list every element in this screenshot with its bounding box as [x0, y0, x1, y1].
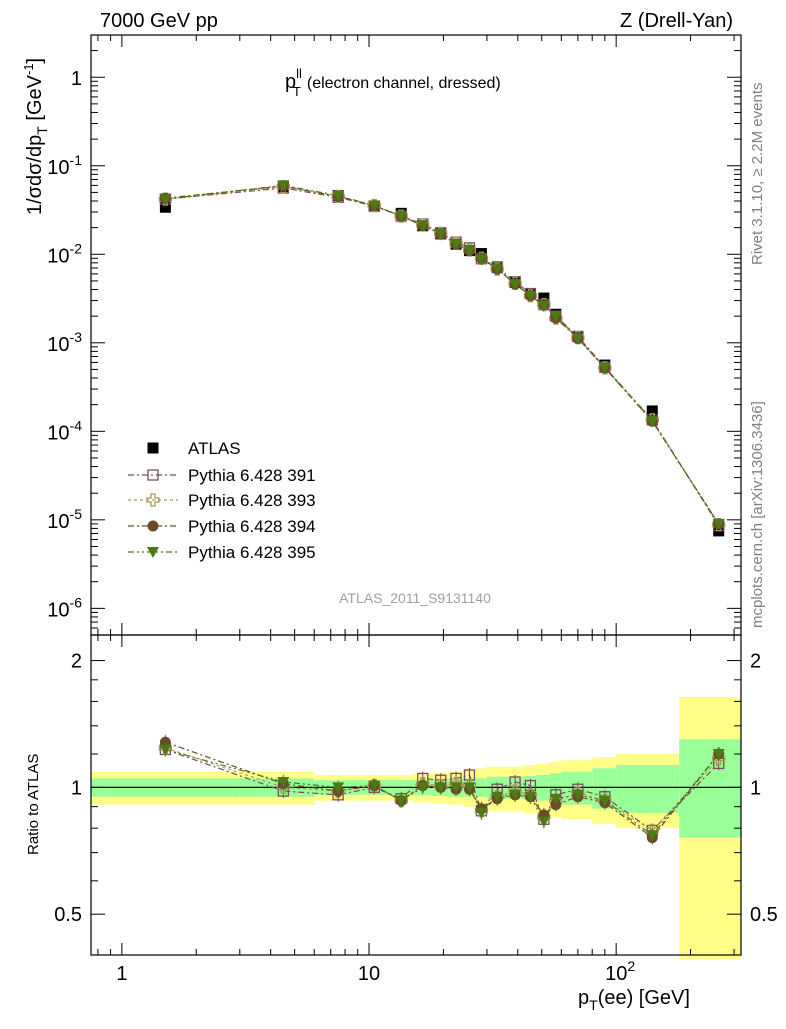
ratio-tick-label-right: 0.5: [750, 904, 778, 926]
ratio-point: [524, 791, 537, 803]
plot-title-rest: (electron channel, dressed): [307, 75, 501, 92]
legend-marker: [147, 469, 159, 481]
ratio-point: [571, 789, 584, 801]
ratio-point: [598, 795, 611, 807]
ratio-point: [646, 830, 659, 842]
ratio-point: [159, 744, 172, 756]
ratio-point: [332, 782, 345, 794]
atlas-point: [646, 405, 658, 417]
ratio-point: [277, 776, 290, 788]
plot-title-sub: T: [293, 84, 301, 99]
legend-label: Pythia 6.428 393: [188, 491, 316, 510]
mc-point: [598, 362, 611, 374]
legend-label: ATLAS: [188, 439, 241, 458]
y-tick-label: 1: [71, 68, 82, 90]
y-tick-label: 10-3: [47, 329, 82, 356]
mc-point: [712, 518, 725, 530]
ratio-point: [450, 782, 463, 794]
x-axis-label: pT(ee) [GeV]: [578, 987, 690, 1013]
y-tick-label: 10-5: [47, 506, 82, 533]
process-label: Z (Drell-Yan): [620, 10, 733, 32]
mc-point: [549, 311, 562, 323]
ratio-point: [491, 791, 504, 803]
ratio-point: [537, 816, 550, 828]
plot-title: pll T (electron channel, dressed): [285, 66, 501, 99]
top-y-axis-label: 1/σdσ/dpT [GeV-1]: [21, 58, 50, 215]
legend: ATLAS Pythia 6.428 391 Pythia 6.428 393 Pyt…: [128, 439, 316, 562]
ratio-tick-label: 2: [71, 651, 82, 673]
y-tick-label: 10-1: [47, 152, 82, 179]
y-tick-label: 10-4: [47, 417, 82, 444]
atlas-point: [159, 201, 171, 213]
mc-point: [491, 263, 504, 275]
y-tick-label: 10-6: [47, 594, 82, 621]
data-markers: [158, 180, 726, 845]
ratio-panel-frame: [90, 634, 742, 956]
x-tick-label: 10: [358, 963, 380, 985]
mc-point: [450, 239, 463, 251]
ratio-point: [434, 782, 447, 794]
mc-point: [332, 190, 345, 202]
ratio-point: [509, 789, 522, 801]
ratio-point: [368, 780, 381, 792]
mc-point: [571, 333, 584, 345]
legend-marker: [147, 442, 159, 454]
mc-point: [537, 301, 550, 313]
series-lines: [165, 184, 720, 839]
ratio-tick-label: 1: [71, 777, 82, 799]
legend-marker: [147, 547, 159, 558]
mc-point: [368, 200, 381, 212]
mc-point: [395, 211, 408, 223]
band-inner: [679, 739, 741, 838]
ratio-point: [549, 793, 562, 805]
mc-point: [509, 279, 522, 291]
ratio-tick-label: 0.5: [54, 904, 82, 926]
x-tick-label: 102: [605, 958, 635, 985]
x-tick-label: 1: [116, 963, 127, 985]
legend-marker: [146, 493, 160, 507]
legend-label: Pythia 6.428 394: [188, 517, 316, 536]
ratio-point: [475, 807, 488, 819]
mc-point: [434, 228, 447, 240]
mc-point: [416, 220, 429, 232]
ratio-tick-label-right: 1: [750, 777, 761, 799]
collision-label: 7000 GeV pp: [100, 10, 218, 32]
legend-marker: [147, 520, 159, 532]
mc-point: [646, 416, 659, 428]
legend-label: Pythia 6.428 395: [188, 543, 316, 562]
ratio-tick-label-right: 2: [750, 651, 761, 673]
ratio-point: [712, 749, 725, 761]
y-tick-label: 10-2: [47, 240, 82, 267]
mc-point: [475, 254, 488, 266]
axis-ticks: 1 10 102 1 10-1 10-2 10-3 10-4 10-5 10-6 2 2 1 1 0.5 0.…: [47, 34, 778, 985]
plot-title-sup: ll: [296, 66, 302, 81]
plot-title-var: p: [285, 71, 296, 93]
mc-point: [524, 290, 537, 302]
mc-point: [159, 194, 172, 206]
ratio-y-axis-label: Ratio to ATLAS: [25, 754, 42, 855]
mcplots-label: mcplots.cern.ch [arXiv:1306.3436]: [749, 401, 766, 628]
band-inner: [616, 765, 680, 813]
rivet-label: Rivet 3.1.10, ≥ 2.2M events: [749, 83, 766, 266]
ratio-point: [416, 782, 429, 794]
analysis-watermark: ATLAS_2011_S9131140: [339, 590, 491, 606]
ratio-point: [395, 795, 408, 807]
mc-point: [463, 245, 476, 257]
legend-label: Pythia 6.428 391: [188, 466, 316, 485]
ratio-point: [463, 782, 476, 794]
mc-point: [277, 180, 290, 192]
